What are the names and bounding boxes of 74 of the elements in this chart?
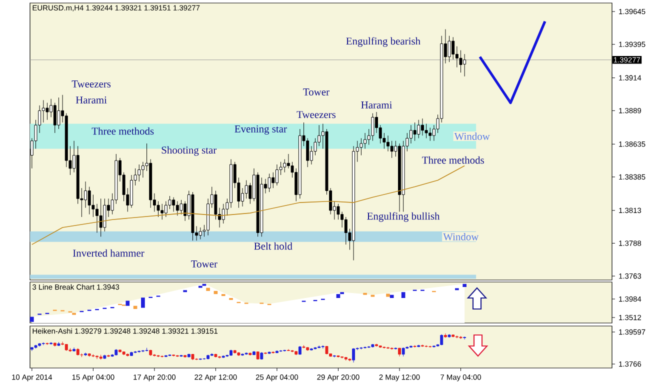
candlestick xyxy=(88,186,91,215)
band-label: Window xyxy=(443,232,479,240)
candlestick xyxy=(222,204,225,224)
candlestick xyxy=(99,198,102,237)
bar xyxy=(126,300,130,306)
candlestick xyxy=(459,50,462,73)
candlestick xyxy=(390,140,394,158)
candlestick xyxy=(286,154,290,169)
annotation: Evening star xyxy=(234,125,287,135)
candlestick xyxy=(198,227,202,240)
candlestick xyxy=(420,344,424,348)
candlestick xyxy=(218,356,222,359)
candlestick xyxy=(413,122,416,142)
candlestick xyxy=(371,113,374,142)
candlestick xyxy=(463,54,466,77)
candlestick xyxy=(352,348,356,363)
annotation: Three methods xyxy=(422,156,484,164)
candlestick xyxy=(180,200,183,215)
annotation: Engulfing bullish xyxy=(367,212,440,222)
bar xyxy=(206,288,210,291)
candlestick xyxy=(172,197,176,212)
candlestick xyxy=(46,102,49,120)
candlestick xyxy=(420,118,424,136)
candlestick xyxy=(96,204,98,233)
candlestick xyxy=(272,172,275,188)
annotation: Belt hold xyxy=(254,242,292,250)
bar xyxy=(401,292,406,298)
annotation: Engulfing bearish xyxy=(346,37,420,47)
candlestick xyxy=(103,198,106,232)
candlestick xyxy=(386,135,390,152)
bar xyxy=(462,284,467,288)
candlestick xyxy=(244,180,248,199)
bar xyxy=(386,294,390,297)
candlestick xyxy=(138,164,141,182)
candlestick xyxy=(195,358,198,360)
annotation: Three methods xyxy=(92,127,154,135)
candlestick xyxy=(53,102,56,134)
candlestick xyxy=(164,200,168,218)
candlestick xyxy=(340,356,344,359)
candlestick xyxy=(286,348,290,352)
candlestick xyxy=(410,124,412,144)
candlestick xyxy=(42,100,45,123)
candlestick xyxy=(283,158,286,173)
candlestick xyxy=(364,132,367,149)
candlestick xyxy=(275,164,278,186)
candlestick xyxy=(176,200,179,216)
annotation: Shooting star xyxy=(162,146,217,156)
candlestick xyxy=(452,36,455,60)
annotation: Tower xyxy=(191,260,218,268)
candlestick xyxy=(160,204,164,220)
annotation: Tweezers xyxy=(72,80,111,88)
candlestick xyxy=(57,97,60,130)
candlestick xyxy=(92,194,95,218)
candlestick xyxy=(141,350,144,352)
candlestick xyxy=(344,216,348,245)
candlestick xyxy=(268,173,271,192)
annotation: Harami xyxy=(361,101,392,109)
candlestick xyxy=(364,346,367,349)
annotation: Inverted hammer xyxy=(73,249,144,257)
annotation: Tower xyxy=(303,88,330,96)
candlestick xyxy=(428,127,432,142)
candlestick xyxy=(84,181,87,208)
annotation: Tweezers xyxy=(296,111,336,118)
candlestick xyxy=(417,120,420,138)
annotation: Harami xyxy=(76,96,107,104)
candlestick xyxy=(455,335,458,338)
candlestick xyxy=(306,138,310,168)
band-label: Window xyxy=(454,132,490,140)
candlestick xyxy=(141,162,144,178)
bar xyxy=(30,316,34,322)
bar xyxy=(336,294,340,298)
bar xyxy=(141,298,145,308)
candlestick xyxy=(386,346,390,350)
bar xyxy=(390,294,394,298)
